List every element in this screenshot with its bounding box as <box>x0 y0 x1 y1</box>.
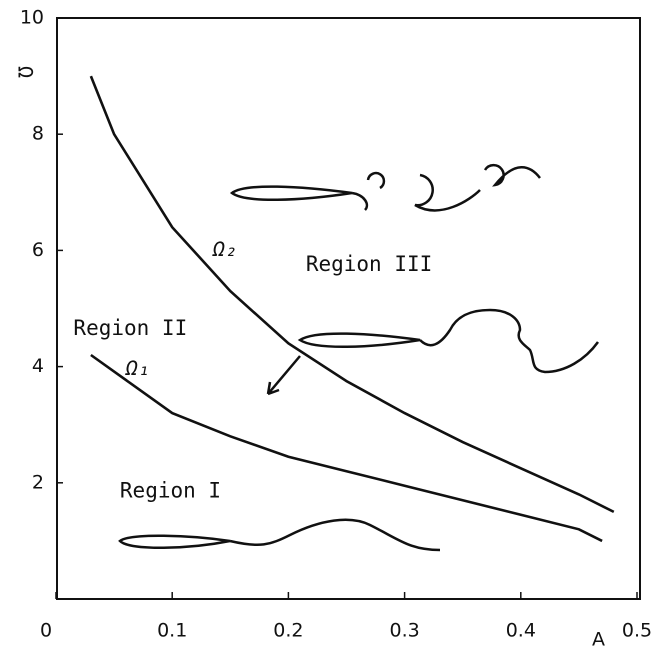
y-tick-label: 2 <box>32 471 44 493</box>
region-label: Region II <box>73 316 187 340</box>
y-tick-label: 8 <box>32 123 44 145</box>
curve-label: Ω₁ <box>125 356 150 380</box>
x-tick-label: 0.4 <box>506 620 536 642</box>
y-tick-label: 6 <box>32 239 44 261</box>
curve-label: Ω₂ <box>212 237 237 261</box>
x-tick-label: 0.2 <box>273 620 303 642</box>
region-label: Region I <box>120 479 221 503</box>
wake-sketches <box>118 163 600 552</box>
x-tick-label: 0 <box>40 620 52 642</box>
x-axis-label: A <box>592 629 605 651</box>
y-axis-label: Ω <box>14 66 38 78</box>
x-tick-label: 0.1 <box>157 620 187 642</box>
y-tick-label: 4 <box>32 355 44 377</box>
region-label: Region III <box>306 252 432 276</box>
curve <box>89 75 615 514</box>
x-tick-label: 0.5 <box>622 620 652 642</box>
curve <box>90 353 603 543</box>
y-tick-label: 10 <box>20 7 44 29</box>
plot-frame <box>56 17 641 600</box>
x-tick-label: 0.3 <box>389 620 419 642</box>
